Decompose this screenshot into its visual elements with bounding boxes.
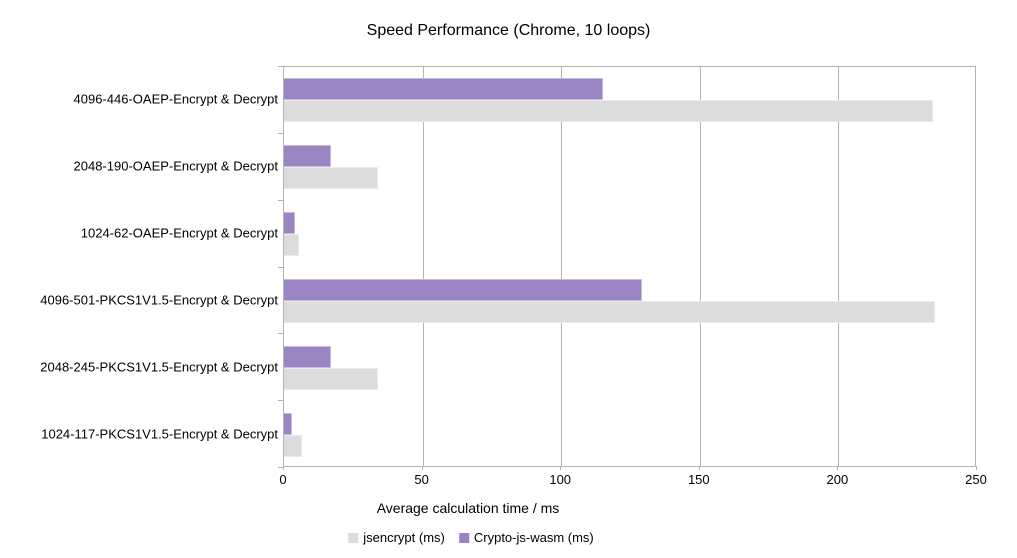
- category-label-1: 2048-190-OAEP-Encrypt & Decrypt: [73, 158, 278, 174]
- x-axis-tick-label-200: 200: [826, 472, 849, 487]
- bar-jsencrypt-0: [284, 100, 933, 123]
- y-axis-tick-mark-2: [278, 199, 283, 201]
- bar-jsencrypt-5: [284, 434, 303, 457]
- x-axis-tick-mark-200: [837, 466, 839, 470]
- category-label-3: 4096-501-PKCS1V1.5-Encrypt & Decrypt: [40, 292, 278, 308]
- legend: jsencrypt (ms) Crypto-js-wasm (ms): [348, 530, 594, 545]
- x-axis-tick-label-250: 250: [965, 472, 987, 487]
- category-label-2: 1024-62-OAEP-Encrypt & Decrypt: [80, 225, 278, 241]
- x-axis-tick-mark-150: [698, 466, 700, 470]
- category-label-4: 2048-245-PKCS1V1.5-Encrypt & Decrypt: [40, 359, 278, 375]
- x-axis-title: Average calculation time / ms: [376, 500, 560, 516]
- x-axis-tick-mark-250: [976, 466, 977, 470]
- legend-item-jsencrypt: jsencrypt (ms): [348, 530, 445, 545]
- plot-area: [283, 66, 976, 467]
- x-axis-tick-label-50: 50: [414, 472, 429, 487]
- gridline-x-100: [561, 67, 563, 466]
- bar-jsencrypt-1: [284, 167, 379, 190]
- y-axis-tick-mark-3: [278, 266, 283, 268]
- bar-crypto-js-wasm-4: [284, 345, 332, 368]
- bar-crypto-js-wasm-1: [284, 145, 332, 168]
- x-axis-tick-label-150: 150: [687, 472, 710, 487]
- bar-jsencrypt-3: [284, 300, 936, 323]
- bar-crypto-js-wasm-2: [284, 212, 296, 235]
- x-axis-tick-label-100: 100: [549, 472, 572, 487]
- legend-item-crypto-js-wasm: Crypto-js-wasm (ms): [458, 530, 594, 545]
- y-axis-tick-mark-4: [278, 333, 283, 335]
- category-label-5: 1024-117-PKCS1V1.5-Encrypt & Decrypt: [41, 426, 278, 442]
- bar-jsencrypt-4: [284, 367, 379, 390]
- gridline-x-50: [422, 67, 424, 466]
- bar-crypto-js-wasm-3: [284, 278, 642, 301]
- chart-title: Speed Performance (Chrome, 10 loops): [366, 22, 651, 39]
- y-axis-tick-mark-1: [278, 132, 283, 134]
- x-axis-tick-label-0: 0: [279, 472, 287, 487]
- bar-crypto-js-wasm-5: [284, 412, 293, 435]
- bar-crypto-js-wasm-0: [284, 78, 603, 101]
- legend-swatch-icon: [458, 532, 469, 543]
- y-axis-tick-mark-0: [278, 66, 283, 67]
- gridline-x-150: [699, 67, 701, 466]
- legend-label: jsencrypt (ms): [363, 530, 445, 545]
- category-label-0: 4096-446-OAEP-Encrypt & Decrypt: [73, 91, 278, 107]
- bar-jsencrypt-2: [284, 234, 300, 257]
- legend-swatch-icon: [348, 532, 359, 543]
- y-axis-tick-mark-5: [278, 400, 283, 402]
- legend-label: Crypto-js-wasm (ms): [473, 530, 594, 545]
- y-axis-tick-mark-6: [278, 467, 283, 468]
- x-axis-tick-mark-50: [421, 466, 423, 470]
- x-axis-tick-mark-100: [560, 466, 562, 470]
- gridline-x-200: [838, 67, 840, 466]
- x-axis-tick-mark-0: [283, 466, 284, 470]
